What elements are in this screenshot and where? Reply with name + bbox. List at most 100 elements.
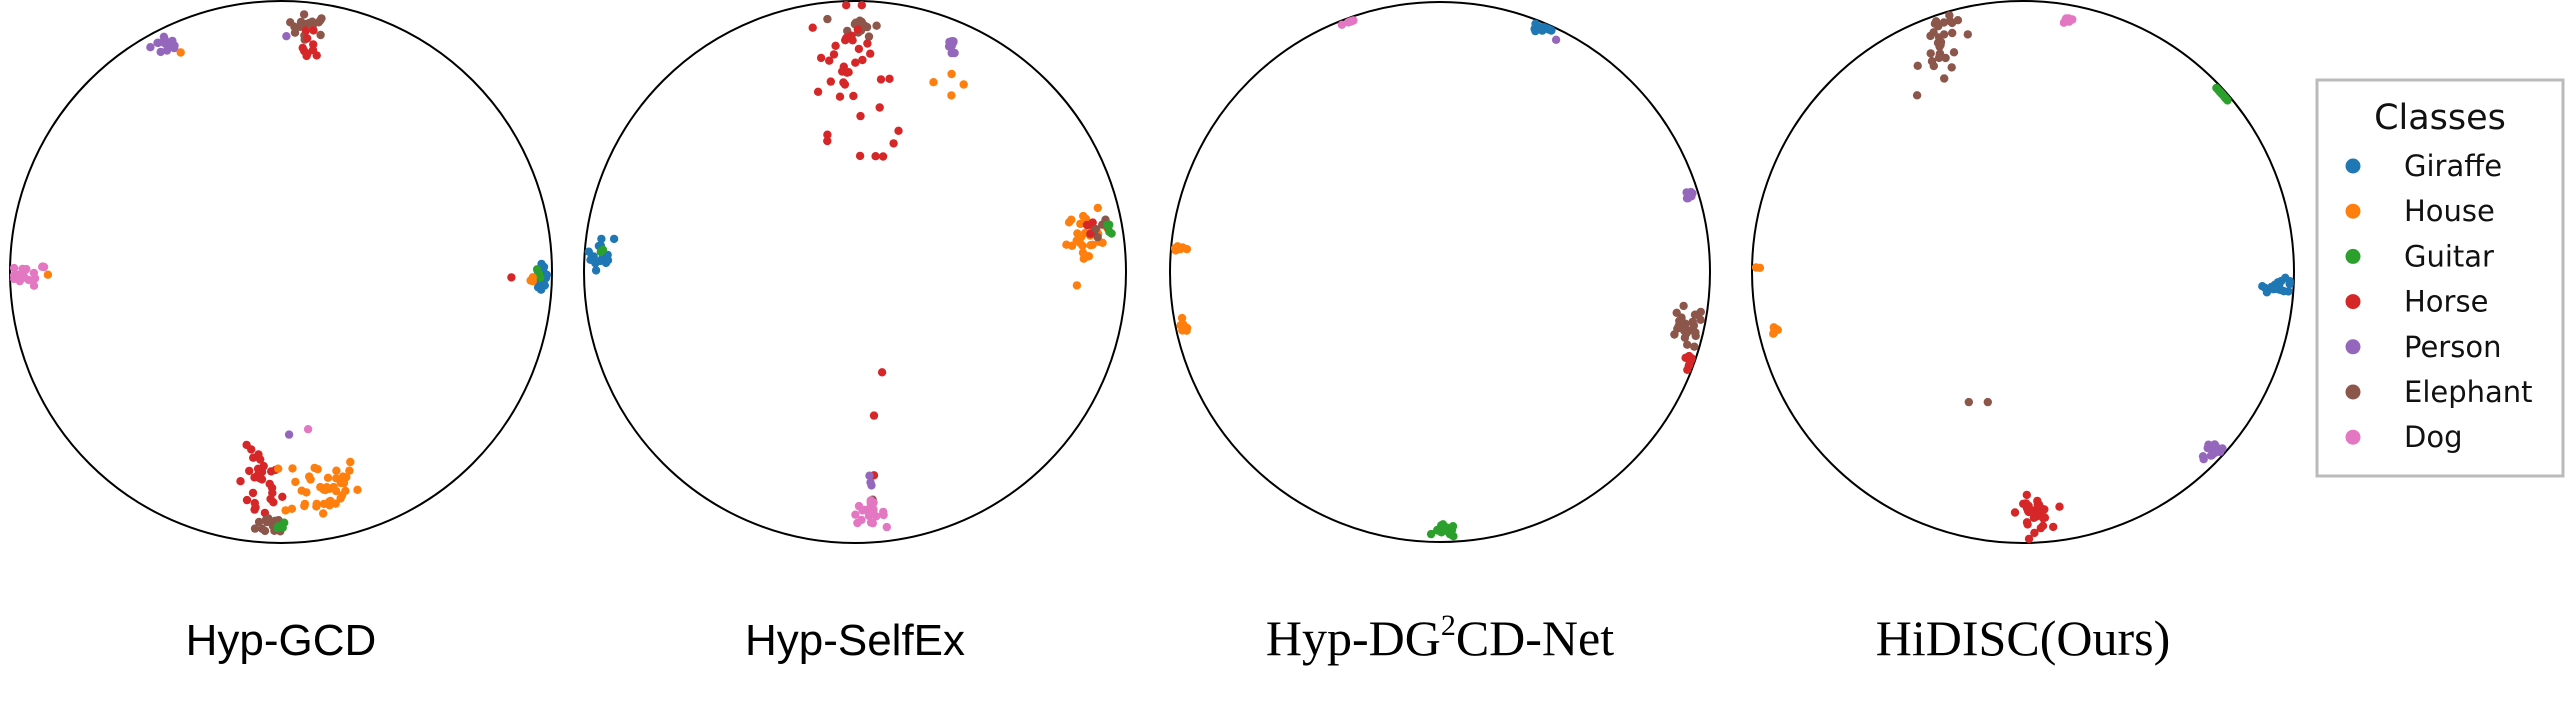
- point-guitar: [280, 518, 289, 527]
- point-elephant: [1983, 397, 1993, 407]
- point-house: [1098, 238, 1107, 247]
- point-horse: [869, 411, 879, 420]
- point-horse: [894, 126, 903, 135]
- point-horse: [829, 50, 839, 59]
- point-elephant: [299, 10, 309, 19]
- point-horse: [842, 1, 851, 10]
- point-house: [1751, 263, 1761, 272]
- point-horse: [840, 80, 850, 89]
- point-horse: [851, 58, 860, 67]
- point-horse: [2032, 512, 2041, 521]
- point-person: [2203, 443, 2212, 453]
- point-person: [2207, 451, 2217, 460]
- point-guitar: [1437, 528, 1446, 537]
- point-house: [345, 466, 354, 475]
- legend-label-horse: Horse: [2404, 285, 2488, 319]
- point-horse: [854, 44, 864, 54]
- point-horse: [2024, 534, 2034, 544]
- legend-label-person: Person: [2404, 330, 2501, 364]
- panel-title-hyp-dg2cd-net: Hyp-DG2CD-Net: [1266, 609, 1614, 666]
- legend-entries: Giraffe House Guitar Horse Person Elephant Dog: [2345, 149, 2533, 454]
- point-house: [1177, 313, 1187, 323]
- point-dog: [853, 518, 862, 528]
- point-horse: [826, 77, 835, 86]
- point-house: [176, 48, 185, 57]
- point-horse: [236, 477, 245, 486]
- point-house: [291, 477, 300, 487]
- point-horse: [813, 87, 823, 97]
- point-house: [947, 69, 956, 79]
- point-horse: [841, 36, 850, 45]
- point-horse: [858, 55, 867, 65]
- point-house: [1062, 240, 1071, 249]
- point-person: [1683, 194, 1693, 203]
- point-horse: [269, 498, 278, 507]
- point-horse: [855, 151, 865, 161]
- point-elephant: [1963, 30, 1973, 39]
- point-house: [306, 475, 315, 484]
- point-elephant: [286, 18, 295, 27]
- point-horse: [301, 26, 311, 35]
- point-house: [325, 484, 334, 493]
- point-horse: [2021, 499, 2031, 508]
- point-guitar: [596, 247, 605, 257]
- point-horse: [298, 43, 307, 53]
- point-horse: [303, 34, 312, 43]
- legend-entry-elephant: Elephant: [2345, 375, 2533, 409]
- legend: Classes Giraffe House Guitar Horse Person Ele…: [2315, 78, 2565, 478]
- point-giraffe: [2281, 273, 2290, 282]
- point-giraffe: [2279, 287, 2289, 296]
- point-elephant: [1696, 315, 1705, 324]
- point-giraffe: [2271, 282, 2280, 291]
- point-horse: [259, 461, 268, 471]
- point-elephant: [872, 21, 881, 30]
- point-house: [1086, 241, 1095, 250]
- point-giraffe: [596, 256, 605, 266]
- point-person: [161, 39, 170, 48]
- point-horse: [885, 74, 894, 84]
- point-house: [929, 78, 938, 87]
- point-horse: [2039, 505, 2048, 515]
- point-house: [947, 91, 956, 100]
- point-elephant: [254, 517, 264, 527]
- point-horse: [2022, 490, 2032, 500]
- point-person: [950, 48, 959, 58]
- panel-title-hyp-gcd: Hyp-GCD: [186, 616, 377, 665]
- point-dog: [882, 522, 891, 532]
- legend-marker-dog: [2345, 429, 2361, 445]
- point-house: [1072, 281, 1082, 290]
- point-elephant: [1691, 328, 1700, 337]
- legend-entry-guitar: Guitar: [2345, 239, 2494, 273]
- poincare-disk-boundary: [9, 0, 553, 544]
- point-guitar: [1103, 220, 1112, 230]
- point-person: [168, 36, 177, 46]
- point-horse: [309, 26, 318, 35]
- point-giraffe: [609, 234, 619, 244]
- point-house: [281, 506, 290, 515]
- point-elephant: [1964, 397, 1974, 407]
- point-elephant: [1936, 37, 1946, 47]
- point-elephant: [1948, 28, 1957, 38]
- point-horse: [242, 495, 252, 505]
- panel-hidisc-ours: [1751, 0, 2295, 544]
- point-elephant: [1912, 91, 1922, 100]
- point-elephant: [262, 517, 272, 527]
- point-horse: [2030, 528, 2039, 538]
- point-horse: [1684, 361, 1694, 371]
- point-elephant: [1947, 63, 1956, 72]
- point-horse: [2024, 507, 2034, 517]
- point-person: [159, 32, 169, 41]
- legend-marker-giraffe: [2345, 158, 2361, 174]
- point-house: [1093, 203, 1103, 213]
- point-house: [959, 80, 968, 89]
- point-horse: [853, 25, 862, 34]
- point-house: [288, 464, 297, 473]
- point-house: [297, 486, 306, 495]
- point-dog: [869, 504, 878, 514]
- legend-marker-horse: [2345, 294, 2361, 310]
- point-dog: [13, 270, 22, 280]
- point-horse: [265, 479, 274, 489]
- point-giraffe: [542, 270, 552, 279]
- point-dog: [868, 519, 877, 528]
- point-dog: [1337, 20, 1347, 29]
